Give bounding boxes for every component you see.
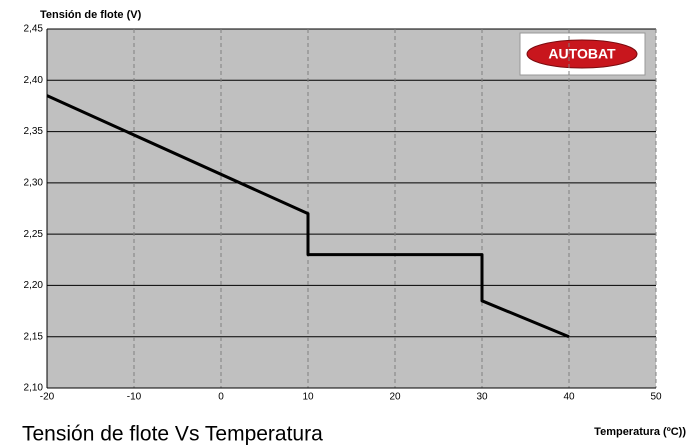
y-tick-label: 2,40 bbox=[24, 75, 44, 86]
logo-badge bbox=[526, 39, 638, 69]
x-tick-label: 50 bbox=[650, 392, 662, 403]
y-axis-label: Tensión de flote (V) bbox=[40, 9, 142, 21]
data-line bbox=[46, 94, 570, 339]
x-tick-label: 40 bbox=[563, 392, 575, 403]
x-tick-label: -10 bbox=[127, 392, 142, 403]
y-tick-label: 2,45 bbox=[24, 24, 44, 35]
x-tick-label: 20 bbox=[389, 392, 401, 403]
x-tick-label: 0 bbox=[218, 392, 224, 403]
logo-text: AUTOBAT bbox=[548, 46, 616, 62]
y-tick-label: 2,10 bbox=[24, 383, 44, 394]
x-tick-label: 10 bbox=[302, 392, 314, 403]
logo-box: AUTOBAT bbox=[519, 32, 646, 76]
plot-area bbox=[47, 29, 656, 388]
x-tick-label: -20 bbox=[40, 392, 55, 403]
y-tick-label: 2,15 bbox=[24, 331, 44, 342]
y-tick-label: 2,35 bbox=[24, 126, 44, 137]
x-axis-label: Temperatura (ºC)) bbox=[594, 426, 686, 438]
y-tick-label: 2,25 bbox=[24, 229, 44, 240]
chart-title: Tensión de flote Vs Temperatura bbox=[22, 423, 323, 446]
x-tick-label: 30 bbox=[476, 392, 488, 403]
y-tick-label: 2,30 bbox=[24, 177, 44, 188]
y-tick-label: 2,20 bbox=[24, 280, 44, 291]
